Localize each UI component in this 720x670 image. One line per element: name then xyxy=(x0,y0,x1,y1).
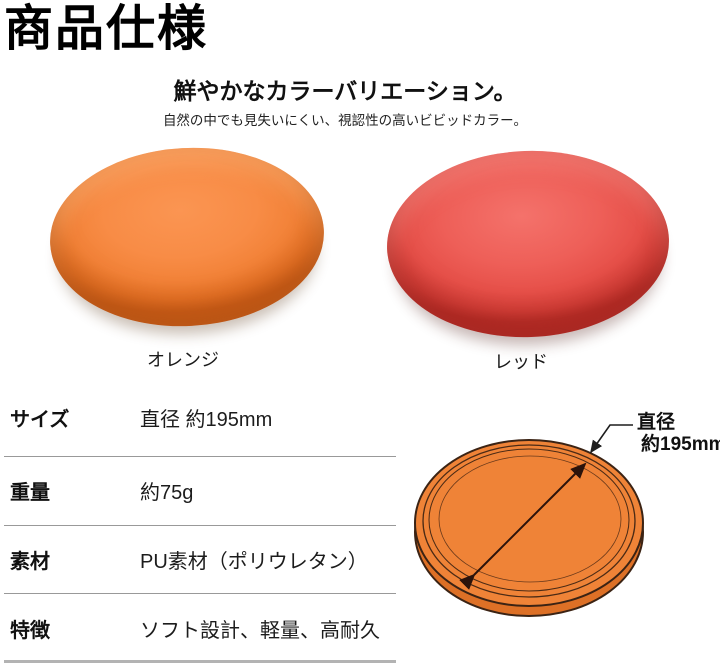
diameter-arrow xyxy=(459,462,587,590)
spec-label-features: 特徴 xyxy=(10,620,50,642)
disc-diagram-ring xyxy=(422,444,636,598)
disc-diagram-top xyxy=(414,439,644,607)
orange-disc-photo xyxy=(45,140,329,334)
divider xyxy=(4,525,396,526)
bottom-divider xyxy=(4,660,396,663)
divider xyxy=(4,593,396,594)
spec-row-material: 素材 PU素材（ポリウレタン） xyxy=(10,549,400,575)
red-variant-label: レッド xyxy=(494,352,548,372)
spec-row-size: サイズ 直径 約195mm xyxy=(10,407,400,433)
spec-row-features: 特徴 ソフト設計、軽量、高耐久 xyxy=(10,618,400,644)
color-variation-headline: 鮮やかなカラーバリエーション。 xyxy=(173,78,517,104)
orange-variant-label: オレンジ xyxy=(147,350,219,370)
spec-row-weight: 重量 約75g xyxy=(10,480,400,506)
header-block: 鮮やかなカラーバリエーション。 自然の中でも見失いにくい、視認性の高いビビッドカ… xyxy=(0,78,690,129)
red-disc-photo xyxy=(383,146,673,342)
spec-value-material: PU素材（ポリウレタン） xyxy=(140,551,368,573)
spec-label-weight: 重量 xyxy=(10,482,50,504)
spec-value-features: ソフト設計、軽量、高耐久 xyxy=(140,620,380,642)
diameter-label-line2: 約195mm xyxy=(641,432,720,455)
divider xyxy=(4,456,396,457)
spec-label-material: 素材 xyxy=(10,551,50,573)
spec-value-size: 直径 約195mm xyxy=(140,409,273,431)
color-variation-caption: 自然の中でも見失いにくい、視認性の高いビビッドカラー。 xyxy=(162,113,528,128)
diameter-diagram: 直径 約195mm xyxy=(414,410,720,617)
spec-label-size: サイズ xyxy=(10,409,70,431)
diameter-label-line1: 直径 xyxy=(637,410,675,433)
label-leader-line xyxy=(590,424,633,454)
disc-diagram-ring xyxy=(428,448,630,592)
spec-value-weight: 約75g xyxy=(140,482,194,504)
page-title: 商品仕様 xyxy=(4,2,209,56)
